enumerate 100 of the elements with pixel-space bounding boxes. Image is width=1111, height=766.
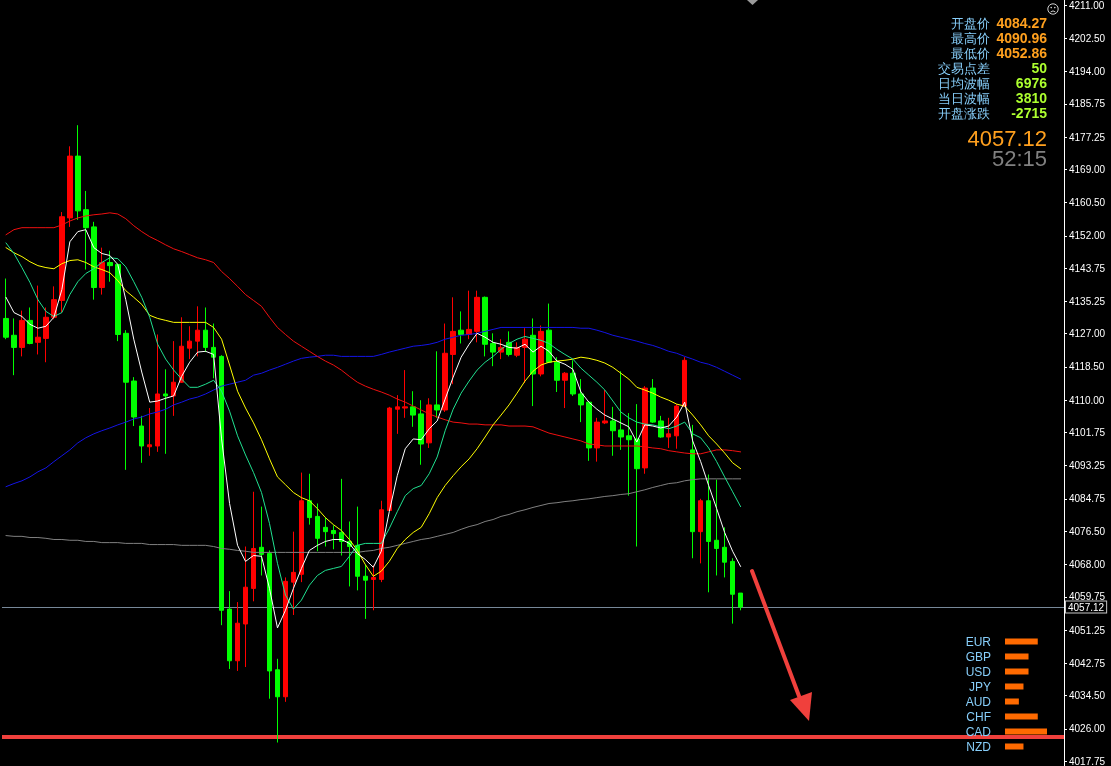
ref-line-label: 4057.12 [1068,601,1105,613]
candlestick [363,564,368,620]
candlestick [99,247,105,296]
candlestick [626,412,632,497]
candlestick [482,296,488,357]
candlestick [299,472,304,583]
candlestick [331,524,336,550]
candlestick [666,417,671,449]
candlestick [410,390,416,428]
y-tick-label: CHF [966,709,991,724]
candlestick [139,415,144,464]
candlestick [35,285,41,355]
candlestick [251,491,256,602]
bar [1005,698,1019,705]
candlestick [43,307,49,363]
candlestick [19,310,25,357]
candlestick [339,478,344,557]
annotation: 交易点差 [938,61,990,76]
candlestick [442,323,448,413]
candlestick [738,592,743,611]
line-series [5,478,742,553]
candlestick [554,356,560,393]
y-tick-label: 4160.50 [1069,197,1106,209]
y-tick-label: 4211.00 [1069,0,1105,11]
bar [1005,743,1024,750]
candlestick [722,526,727,578]
y-tick-label: 4118.50 [1069,361,1105,373]
candlestick [434,350,440,419]
y-tick-label: 4194.00 [1069,66,1106,78]
candlestick [307,473,312,526]
candlestick [642,385,648,475]
candlestick [690,424,695,559]
candlestick [267,549,272,700]
candlestick [387,406,392,512]
bar [1005,653,1029,660]
y-tick-label: AUD [965,694,992,709]
annotation: 6976 [1015,75,1047,91]
line-series [5,326,742,488]
y-tick-label: 4017.75 [1069,755,1106,766]
candlestick [474,290,480,343]
y-tick-label: 4110.00 [1069,394,1105,406]
candlestick [11,317,17,376]
candlestick [27,307,33,345]
candlestick [546,303,552,364]
candlestick [395,394,400,435]
candlestick [714,479,719,576]
candlestick [602,389,608,425]
candlestick [458,310,464,344]
candlestick [235,601,240,672]
candlestick [227,590,232,670]
bar [1005,683,1024,690]
y-tick-label: 4152.00 [1069,230,1106,242]
candlestick [83,190,89,271]
y-tick-label: 4076.50 [1069,525,1106,537]
candlestick [490,332,496,367]
y-tick-label: 4169.00 [1069,163,1106,175]
candlestick [402,369,408,419]
y-tick-label: 4101.75 [1069,426,1106,438]
y-tick-label: 4034.50 [1069,690,1106,702]
candlestick [131,376,137,427]
annotation: 4052.86 [996,45,1047,61]
bar [1005,638,1038,645]
y-tick-label: NZD [966,739,992,754]
y-tick-label: 4059.75 [1069,591,1106,603]
candlestick [275,658,280,744]
candlestick [211,323,216,379]
bar [1005,713,1038,720]
y-tick-label: 4026.00 [1069,723,1106,735]
candlestick [418,399,424,466]
candlestick [730,557,735,625]
annotation: 日均波幅 [938,76,990,91]
y-tick-label: 4185.75 [1069,98,1106,110]
y-tick-label: 4202.50 [1069,32,1106,44]
annotation: 最低价 [951,46,990,61]
candlestick [634,403,640,548]
y-tick-label: 4068.00 [1069,559,1106,571]
annotation: 最高价 [951,31,990,46]
candlestick [219,354,224,626]
candlestick [203,307,208,353]
annotation: 开盘涨跌 [938,106,990,121]
candlestick [426,397,432,449]
candlestick [243,546,248,668]
annotation: 4090.96 [996,30,1047,46]
candlestick [706,474,711,593]
candlestick [538,324,544,377]
y-tick-label: GBP [965,649,991,664]
candlestick [107,250,113,283]
y-tick-label: CAD [965,724,992,739]
y-tick-label: USD [965,664,992,679]
candlestick [682,356,687,408]
bar [1005,668,1029,675]
candlestick [466,290,472,340]
candlestick [179,316,184,384]
y-tick-label: 4093.25 [1069,460,1106,472]
candlestick [123,329,129,471]
candlestick [3,278,9,340]
candlestick [618,370,624,451]
y-tick-label: JPY [968,679,991,694]
y-tick-label: EUR [965,634,992,649]
bar [1005,728,1047,735]
